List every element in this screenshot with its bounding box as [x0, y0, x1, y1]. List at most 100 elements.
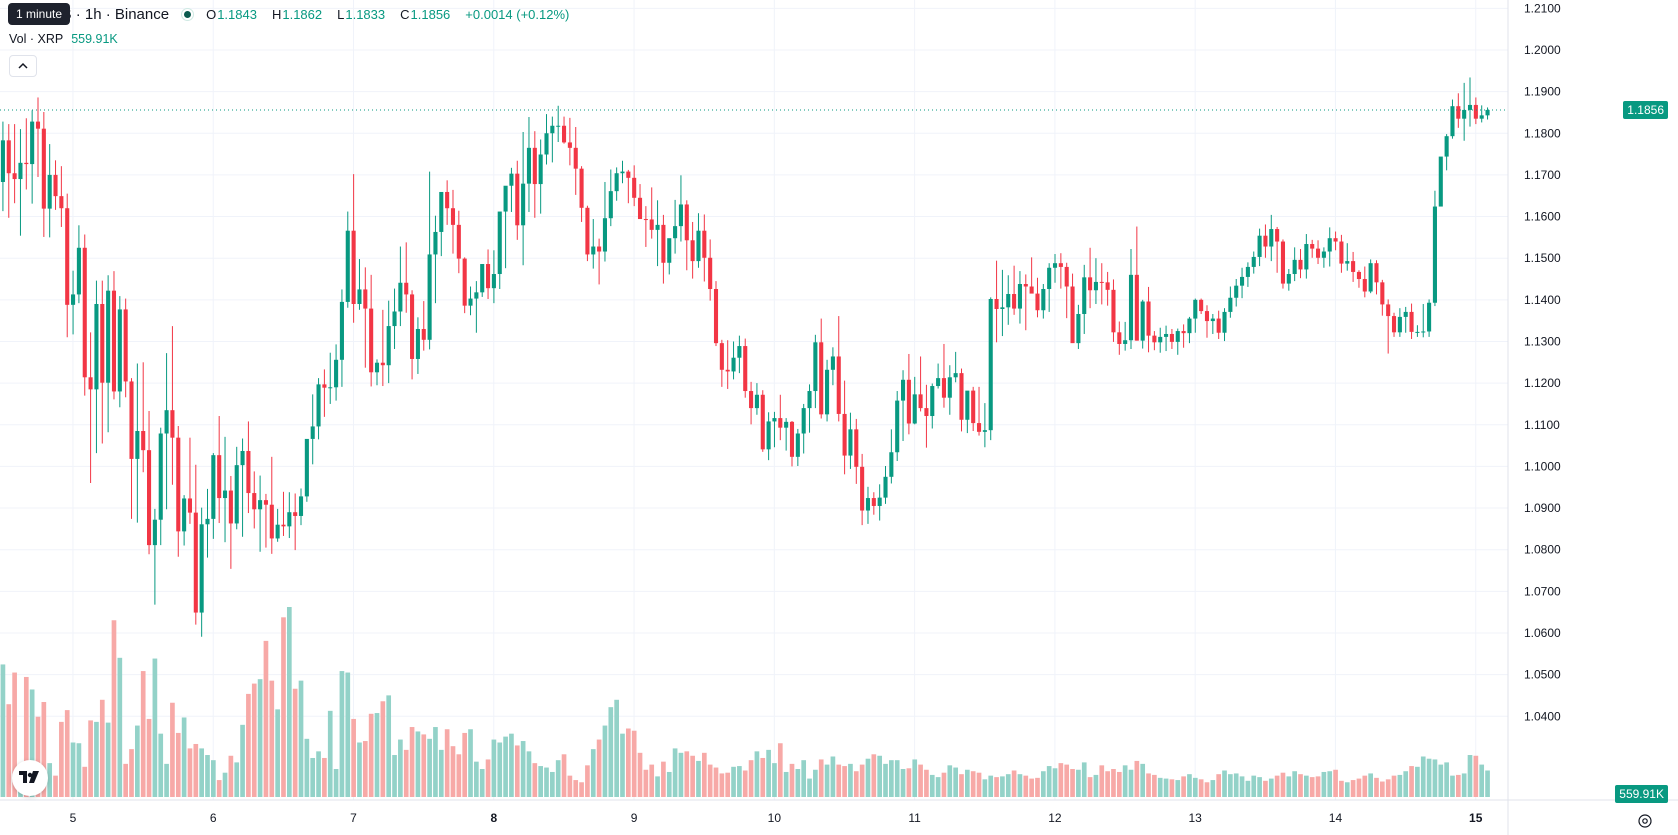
volume-bar	[1403, 771, 1409, 797]
tradingview-logo-icon[interactable]	[12, 760, 48, 796]
volume-bar	[1245, 780, 1251, 797]
volume-bar	[1315, 776, 1321, 797]
price-tick-label: 1.0800	[1524, 543, 1561, 557]
candle-body	[141, 431, 146, 451]
volume-bar	[947, 765, 953, 797]
volume-bar	[590, 749, 596, 797]
candle-body	[1181, 331, 1186, 334]
candle-body	[474, 292, 479, 299]
price-tick-label: 1.1000	[1524, 459, 1561, 473]
price-tick-label: 1.0900	[1524, 501, 1561, 515]
volume-bar	[976, 772, 982, 797]
candle-body	[871, 498, 876, 506]
candle-body	[1023, 284, 1028, 287]
candle-body	[719, 343, 724, 370]
volume-bar	[1415, 766, 1420, 797]
candle-body	[731, 357, 736, 372]
market-open-dot-icon	[181, 8, 195, 21]
volume-label[interactable]: Vol · XRP	[9, 32, 64, 46]
volume-bar	[257, 679, 263, 797]
candle-body	[585, 207, 590, 255]
candle-body	[1169, 333, 1174, 342]
volume-bar	[1350, 780, 1356, 797]
grid-lines	[0, 0, 1508, 800]
price-axis[interactable]: 1.2100 1.2000 1.1900 1.1800 1.1700 1.1600 1.15…	[1507, 0, 1678, 835]
volume-bars	[0, 607, 1490, 797]
candle-body	[351, 230, 356, 304]
volume-bar	[1017, 774, 1023, 797]
volume-bar	[94, 721, 99, 797]
price-candles	[0, 77, 1490, 637]
candle-body	[597, 246, 602, 252]
collapse-legend-button[interactable]	[9, 55, 37, 77]
volume-bar	[59, 721, 64, 797]
volume-bar	[1005, 774, 1011, 797]
price-tick-label: 1.1400	[1524, 293, 1561, 307]
volume-bar	[672, 748, 678, 797]
volume-bar	[1198, 779, 1204, 797]
volume-bar	[222, 772, 228, 797]
candle-body	[532, 147, 537, 185]
volume-bar	[47, 763, 53, 797]
volume-bar	[1134, 760, 1140, 797]
candle-body	[1152, 335, 1157, 343]
candle-body	[1199, 299, 1204, 312]
volume-bar	[468, 729, 473, 797]
candle-body	[345, 230, 350, 302]
candle-body	[263, 500, 268, 505]
volume-bar	[1362, 775, 1368, 797]
volume-bar	[772, 763, 777, 797]
candle-body	[71, 294, 76, 305]
symbol-legend: TetherUS · 1h · Binance O1.1843 H1.1862 …	[9, 6, 569, 23]
candle-body	[1216, 318, 1221, 333]
candle-body	[754, 394, 759, 409]
volume-bar	[1450, 775, 1455, 797]
volume-bar	[64, 710, 70, 797]
volume-bar	[894, 760, 900, 797]
candle-body	[620, 171, 625, 174]
volume-bar	[357, 742, 362, 797]
candle-body	[445, 191, 450, 209]
candle-body	[1415, 331, 1420, 333]
settings-icon[interactable]	[1636, 812, 1654, 830]
volume-bar	[912, 759, 918, 797]
candle-body	[1450, 106, 1455, 137]
candle-body	[123, 309, 128, 382]
price-tick-label: 1.1700	[1524, 168, 1561, 182]
volume-bar	[105, 722, 111, 797]
volume-bar	[456, 754, 462, 797]
volume-bar	[1152, 774, 1157, 797]
volume-bar	[1058, 763, 1064, 797]
candle-body	[766, 421, 771, 450]
volume-bar	[187, 748, 193, 797]
candle-body	[1082, 277, 1087, 314]
volume-bar	[1344, 782, 1350, 797]
volume-bar	[649, 764, 655, 797]
volume-bar	[532, 763, 538, 797]
volume-bar	[281, 617, 286, 797]
volume-bar	[824, 764, 830, 797]
volume-bar	[1263, 780, 1268, 797]
volume-bar	[1309, 777, 1315, 797]
candle-body	[357, 289, 362, 304]
volume-bar	[386, 695, 392, 797]
candle-body	[591, 246, 596, 255]
volume-bar	[1461, 773, 1467, 797]
candle-body	[287, 512, 292, 527]
candle-body	[328, 387, 333, 389]
candle-body	[82, 247, 87, 378]
volume-bar	[988, 775, 994, 797]
candle-body	[497, 211, 502, 275]
volume-bar	[444, 729, 450, 797]
candle-body	[386, 326, 391, 366]
volume-bar	[53, 775, 58, 797]
volume-bar	[544, 767, 549, 797]
volume-bar	[304, 738, 310, 797]
volume-bar	[1046, 766, 1052, 797]
volume-bar	[696, 760, 701, 797]
volume-bar	[1122, 765, 1128, 797]
volume-bar	[1116, 771, 1122, 797]
time-axis[interactable]: 5 6 7 8 9 10 11 12 13 14 15	[0, 799, 1678, 825]
candle-body	[778, 418, 783, 428]
